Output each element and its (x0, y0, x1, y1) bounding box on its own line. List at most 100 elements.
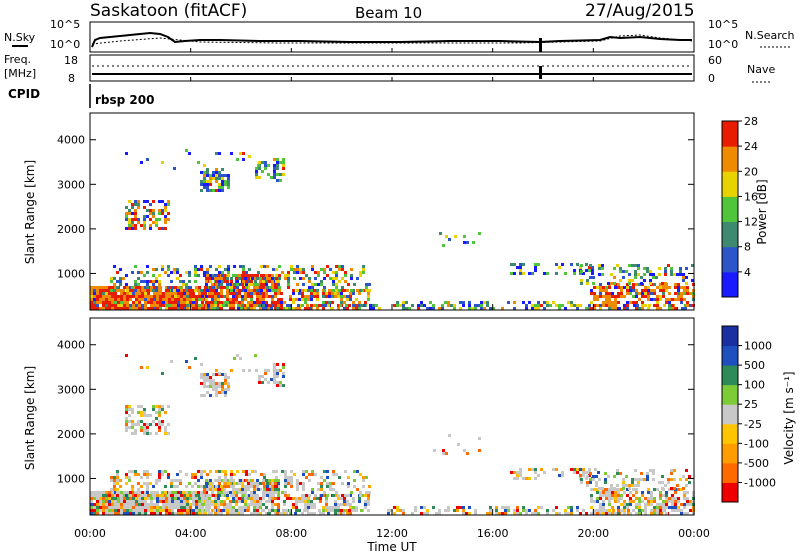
data-cell (147, 509, 150, 512)
data-cell (599, 295, 602, 298)
data-cell (171, 506, 174, 509)
data-cell (329, 268, 332, 271)
data-cell (275, 491, 278, 494)
data-cell (241, 298, 244, 301)
data-cell (183, 289, 186, 292)
data-cell (126, 289, 129, 292)
data-cell (641, 304, 644, 307)
data-cell (158, 283, 161, 286)
data-cell (546, 272, 549, 275)
data-cell (227, 385, 230, 388)
colorbar-tick-label: 4 (744, 266, 751, 279)
data-cell (343, 301, 346, 304)
data-cell (349, 506, 352, 509)
data-cell (158, 429, 161, 432)
data-cell (335, 473, 338, 476)
data-cell (195, 491, 198, 494)
data-cell (593, 307, 596, 310)
data-cell (167, 212, 170, 215)
data-cell (194, 482, 197, 485)
data-cell (614, 512, 617, 515)
data-cell (153, 295, 156, 298)
data-cell (266, 286, 269, 289)
data-cell (343, 295, 346, 298)
data-cell (314, 271, 317, 274)
data-cell (287, 482, 290, 485)
data-cell (483, 307, 486, 310)
data-cell (516, 509, 519, 512)
data-cell (173, 479, 176, 482)
data-cell (114, 307, 117, 310)
data-cell (159, 301, 162, 304)
data-cell (665, 500, 668, 503)
data-cell (205, 307, 208, 310)
data-cell (478, 449, 481, 452)
data-cell (362, 476, 365, 479)
data-cell (149, 224, 152, 227)
data-cell (227, 283, 230, 286)
data-cell (114, 503, 117, 506)
data-cell (558, 304, 561, 307)
data-cell (262, 298, 265, 301)
data-cell (289, 295, 292, 298)
data-cell (256, 295, 259, 298)
data-cell (144, 289, 147, 292)
data-cell (125, 405, 128, 408)
data-cell (96, 497, 99, 500)
data-cell (167, 432, 170, 435)
data-cell (235, 509, 238, 512)
data-cell (250, 482, 253, 485)
data-cell (180, 289, 183, 292)
data-cell (238, 488, 241, 491)
data-cell (120, 494, 123, 497)
data-cell (146, 286, 149, 289)
data-cell (146, 429, 149, 432)
data-cell (116, 271, 119, 274)
data-cell (171, 295, 174, 298)
data-cell (328, 292, 331, 295)
data-cell (641, 491, 644, 494)
data-cell (546, 509, 549, 512)
data-cell (298, 307, 301, 310)
data-cell (185, 271, 188, 274)
colorbar-tick-label: -500 (744, 457, 769, 470)
data-cell (626, 286, 629, 289)
data-cell (271, 283, 274, 286)
data-cell (516, 471, 519, 474)
data-cell (218, 186, 221, 189)
data-cell (598, 487, 601, 490)
data-cell (102, 286, 105, 289)
data-cell (152, 485, 155, 488)
data-cell (223, 274, 226, 277)
data-cell (205, 277, 208, 280)
data-cell (209, 189, 212, 192)
data-cell (218, 271, 221, 274)
data-cell (165, 503, 168, 506)
data-cell (641, 292, 644, 295)
date-title: 27/Aug/2015 (585, 1, 695, 21)
data-cell (278, 289, 281, 292)
data-cell (174, 500, 177, 503)
data-cell (161, 200, 164, 203)
data-cell (285, 509, 288, 512)
data-cell (144, 506, 147, 509)
data-cell (233, 482, 236, 485)
data-cell (599, 509, 602, 512)
nsky-panel (89, 21, 695, 53)
data-cell (123, 491, 126, 494)
data-cell (90, 298, 93, 301)
data-cell (209, 183, 212, 186)
data-cell (297, 304, 300, 307)
data-cell (126, 503, 129, 506)
data-cell (205, 509, 208, 512)
data-cell (604, 472, 607, 475)
data-cell (345, 509, 348, 512)
data-cell (359, 271, 362, 274)
data-cell (173, 268, 176, 271)
data-cell (250, 301, 253, 304)
data-cell (125, 283, 128, 286)
data-cell (125, 473, 128, 476)
data-cell (516, 477, 519, 480)
data-cell (585, 471, 588, 474)
data-cell (221, 373, 224, 376)
